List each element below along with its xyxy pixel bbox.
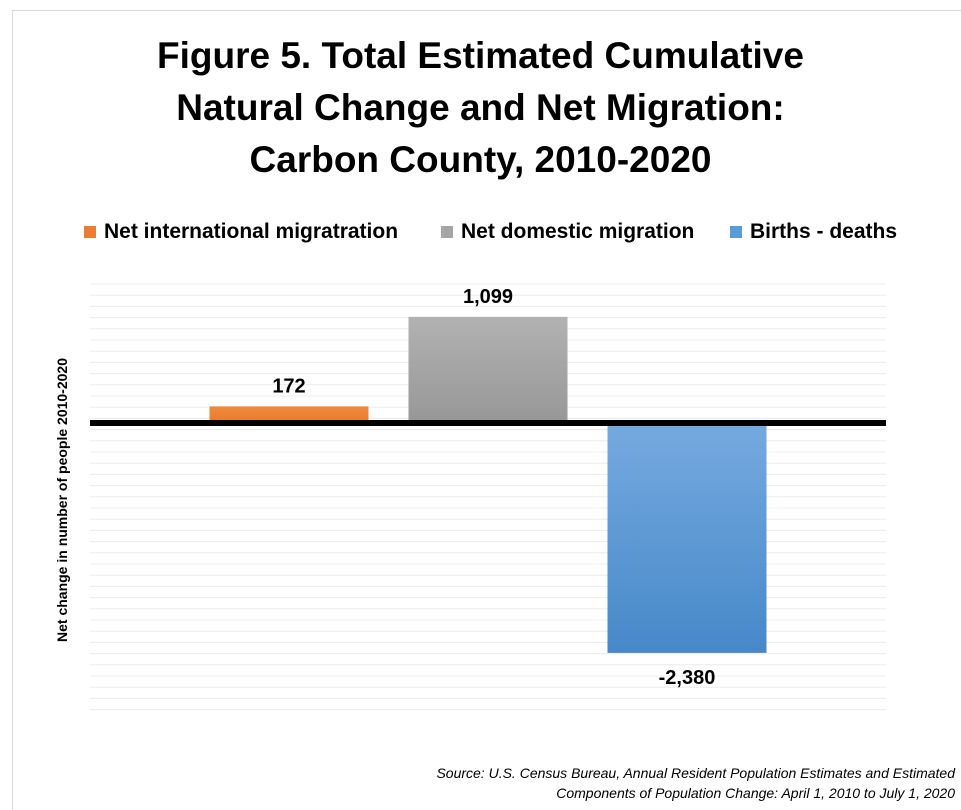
bar-2 [408,316,568,423]
legend-item-international: Net international migratration [84,219,398,245]
chart-title: Figure 5. Total Estimated Cumulative Nat… [0,30,961,186]
legend-item-births-deaths: Births - deaths [730,219,897,245]
legend-label-births-deaths: Births - deaths [750,220,898,243]
source-line-2: Components of Population Change: April 1… [556,785,955,801]
legend-label-domestic: Net domestic migration [461,220,695,243]
source-line-1: Source: U.S. Census Bureau, Annual Resid… [436,765,955,781]
chart-title-line-3: Carbon County, 2010-2020 [249,139,712,180]
legend-label-international: Net international migratration [104,220,399,243]
legend-swatch-domestic [441,226,453,238]
data-label-2: 1,099 [463,286,513,308]
data-labels: 172 1,099 -2,380 [272,286,715,689]
legend-swatch-births-deaths [730,226,742,238]
data-label-1: 172 [272,375,305,397]
bars [209,316,767,653]
bar-3 [607,423,767,653]
legend-swatch-international [84,226,96,238]
source-note: Source: U.S. Census Bureau, Annual Resid… [55,763,955,803]
chart-title-line-2: Natural Change and Net Migration: [176,87,785,128]
chart-title-line-1: Figure 5. Total Estimated Cumulative [157,35,804,76]
chart-legend: Net international migratration Net domes… [0,219,961,245]
bar-1 [209,406,369,423]
chart-frame [12,10,961,810]
legend-item-domestic: Net domestic migration [441,219,694,245]
data-label-3: -2,380 [659,667,716,689]
